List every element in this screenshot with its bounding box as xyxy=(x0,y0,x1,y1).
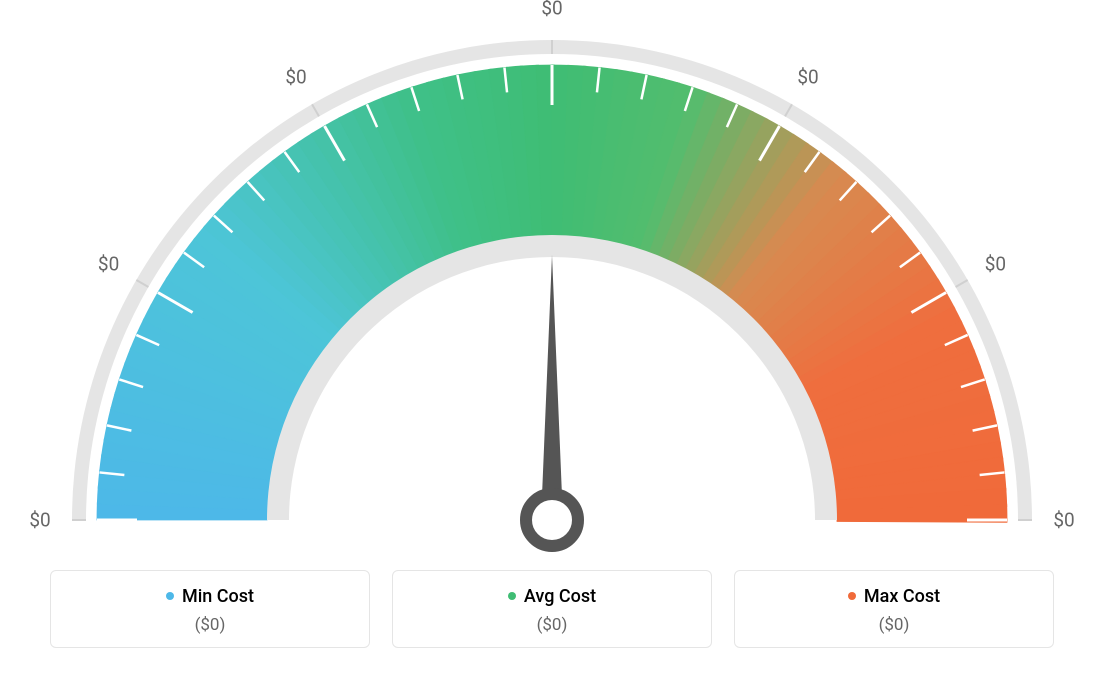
legend-label-max: Max Cost xyxy=(864,586,940,607)
legend-row: Min Cost ($0) Avg Cost ($0) Max Cost ($0… xyxy=(0,570,1104,648)
legend-value-min: ($0) xyxy=(51,615,369,635)
legend-label-avg: Avg Cost xyxy=(524,586,596,607)
legend-label-min: Min Cost xyxy=(182,586,254,607)
legend-value-max: ($0) xyxy=(735,615,1053,635)
legend-value-avg: ($0) xyxy=(393,615,711,635)
legend-card-avg: Avg Cost ($0) xyxy=(392,570,712,648)
legend-card-min: Min Cost ($0) xyxy=(50,570,370,648)
gauge-tick-label: $0 xyxy=(541,0,562,20)
legend-dot-avg xyxy=(508,592,516,600)
legend-title-max: Max Cost xyxy=(848,586,940,607)
gauge-tick-label: $0 xyxy=(29,509,50,532)
gauge-tick-label: $0 xyxy=(285,65,306,88)
legend-dot-max xyxy=(848,592,856,600)
gauge-svg xyxy=(0,0,1104,560)
legend-title-avg: Avg Cost xyxy=(508,586,596,607)
gauge-tick-label: $0 xyxy=(98,253,119,276)
legend-card-max: Max Cost ($0) xyxy=(734,570,1054,648)
gauge-tick-label: $0 xyxy=(1053,509,1074,532)
gauge-tick-label: $0 xyxy=(797,65,818,88)
legend-title-min: Min Cost xyxy=(166,586,254,607)
gauge-chart: $0 $0 $0 $0 $0 $0 $0 xyxy=(0,0,1104,560)
legend-dot-min xyxy=(166,592,174,600)
gauge-tick-label: $0 xyxy=(985,253,1006,276)
